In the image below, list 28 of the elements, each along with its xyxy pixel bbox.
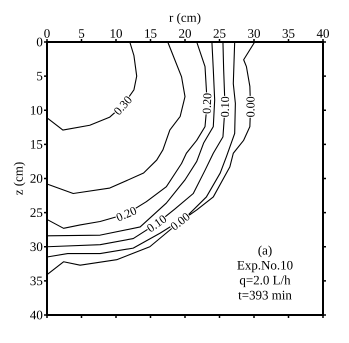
y-tick-label: 25 xyxy=(30,208,42,217)
y-tick-label: 30 xyxy=(30,242,42,252)
y-tick-label: 20 xyxy=(30,174,42,183)
x-tick-label: 0 xyxy=(44,29,50,38)
x-axis-title: r (cm) xyxy=(169,12,200,25)
annotation: q=2.0 L/h xyxy=(240,275,290,288)
x-tick-label: 35 xyxy=(282,29,294,38)
annotation: Exp.No.10 xyxy=(237,260,293,272)
series-label: 0.20 xyxy=(116,207,136,221)
series-label: 0.30 xyxy=(114,96,132,115)
y-tick-label: 40 xyxy=(30,310,42,320)
y-tick-label: 10 xyxy=(31,106,42,115)
annotation: (a) xyxy=(258,246,272,258)
x-tick-label: 20 xyxy=(179,29,191,38)
annotation: t=393 min xyxy=(238,290,292,300)
y-tick-label: 15 xyxy=(31,140,42,149)
x-tick-label: 40 xyxy=(316,29,329,38)
x-tick-label: 25 xyxy=(214,29,226,38)
text: 0.00 xyxy=(170,213,190,230)
series-label: 0.10 xyxy=(147,215,166,232)
x-tick-label: 15 xyxy=(145,29,156,38)
x-tick-label: 10 xyxy=(110,29,122,38)
x-tick-label: 5 xyxy=(79,29,84,38)
x-tick-label: 30 xyxy=(248,29,260,38)
y-axis-title: z (cm) xyxy=(14,162,26,195)
y-tick-label: 35 xyxy=(30,276,42,286)
y-tick-label: 5 xyxy=(37,72,42,80)
y-tick-label: 0 xyxy=(36,38,42,46)
